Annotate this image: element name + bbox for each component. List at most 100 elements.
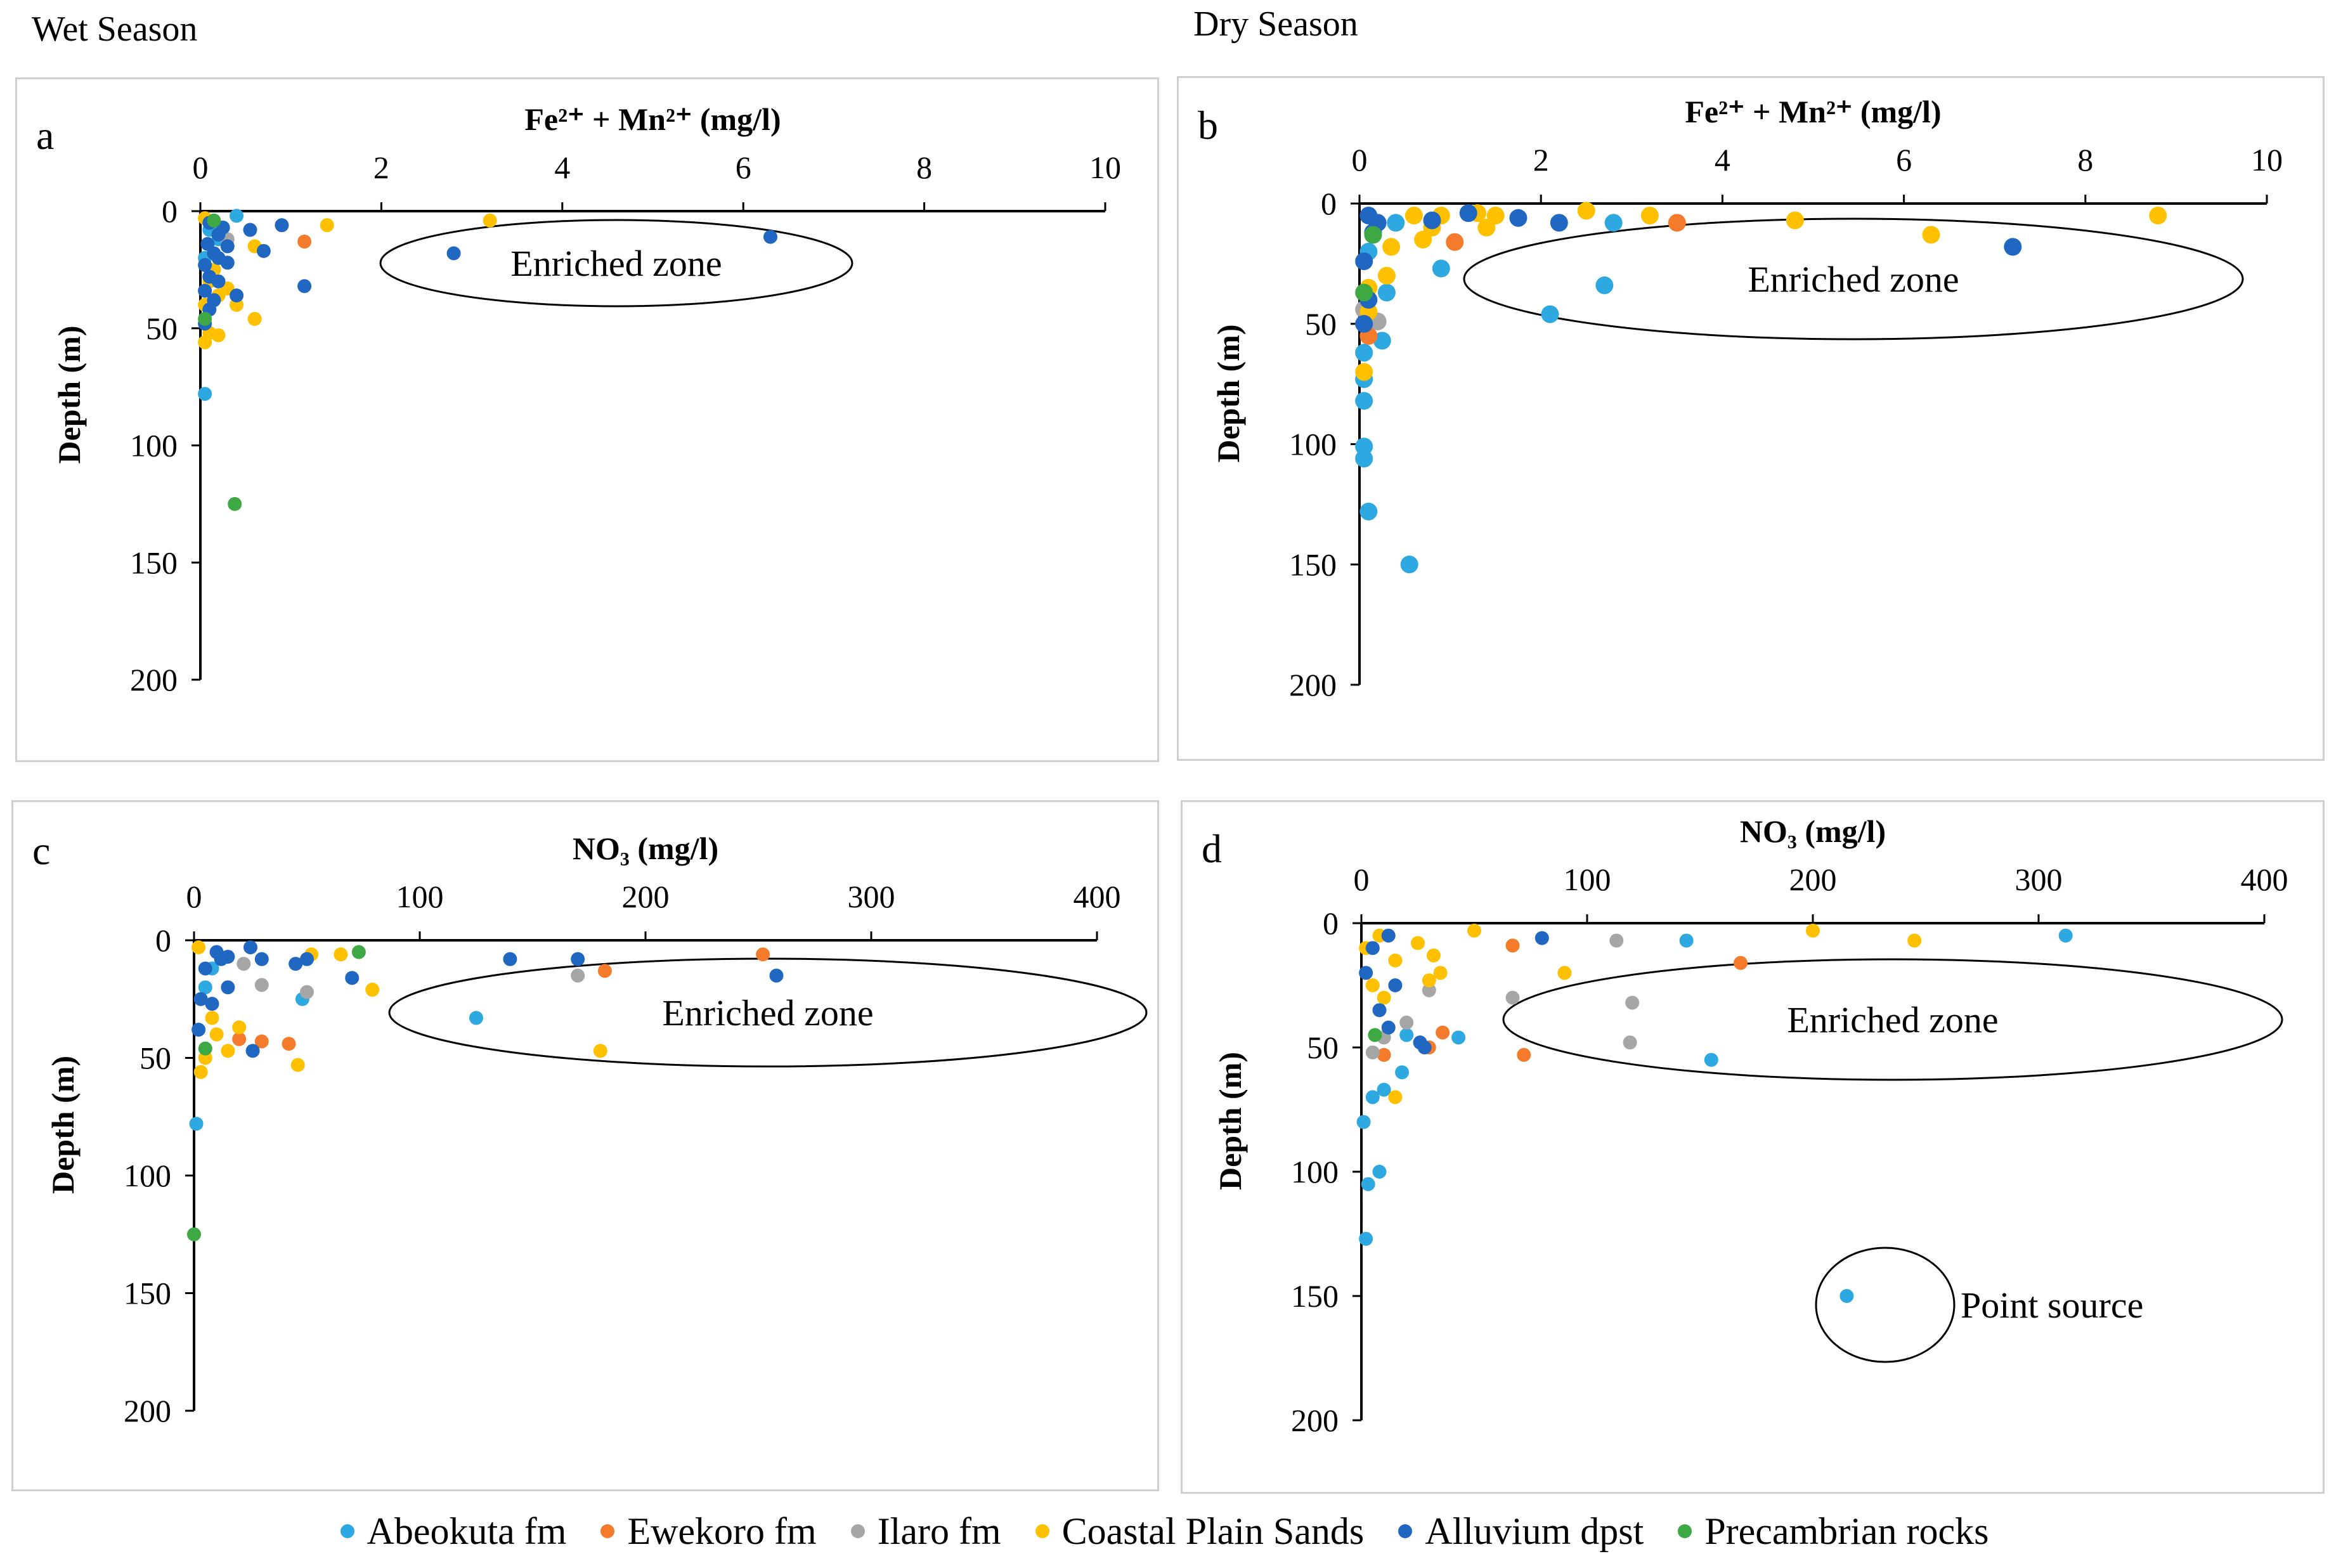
y-tick-label-c: 150 [124,1276,171,1311]
legend-label-ewekoro-fm: Ewekoro fm [627,1510,817,1552]
point-alluvium-dpst-d [1381,1020,1396,1035]
x-axis-title-c: NO₃ (mg/l) [573,831,718,866]
enriched-zone-ellipse-d [1502,958,2283,1081]
point-coastal-plain-sands-b [1486,206,1505,224]
point-alluvium-dpst-c [193,992,208,1006]
point-abeokuta-fm-b [1387,214,1405,232]
point-coastal-plain-sands-d [1377,990,1391,1005]
plot-d: d NO₃ (mg/l) Depth (m) 0 100 200 300 400 0 50 100 1… [1202,813,2288,1438]
point-abeokuta-fm-d [1704,1053,1718,1067]
legend-label-abeokuta-fm: Abeokuta fm [367,1510,567,1552]
point-abeokuta-fm-b [1595,276,1614,295]
y-tick-label-c: 200 [124,1393,171,1429]
point-abeokuta-fm-b [1359,502,1378,521]
panel-label-a: a [36,113,54,158]
enriched-zone-label-b: Enriched zone [1748,259,1959,300]
point-abeokuta-fm-d [1839,1289,1854,1303]
panel-label-b: b [1198,103,1218,148]
point-alluvium-dpst-a [230,288,244,303]
panel-label-d: d [1202,826,1222,871]
y-tick-label-c: 100 [124,1158,171,1193]
point-coastal-plain-sands-c [221,1044,235,1058]
legend-item-abeokuta-fm: Abeokuta fm [340,1510,567,1553]
point-alluvium-dpst-c [198,961,212,976]
point-ewekoro-fm-d [1377,1047,1391,1062]
point-abeokuta-fm-b [1377,283,1396,302]
point-alluvium-dpst-c [503,952,517,966]
point-coastal-plain-sands-b [2149,206,2167,224]
y-tick-label-b: 150 [1289,547,1337,582]
legend-marker-coastal-plain-sands [1035,1524,1049,1538]
y-tick-label-d: 0 [1323,905,1339,941]
point-coastal-plain-sands-a [247,311,262,326]
y-tick-label-d: 150 [1291,1278,1339,1314]
x-axis-title-d: NO₃ (mg/l) [1740,813,1886,849]
point-ewekoro-fm-a [297,235,312,249]
x-tick-label-a: 4 [554,150,570,185]
point-alluvium-dpst-b [2004,238,2022,256]
point-abeokuta-fm-a [198,387,212,401]
point-alluvium-dpst-a [200,236,215,251]
point-precambrian-rocks-b [1355,283,1373,302]
legend-item-coastal-plain-sands: Coastal Plain Sands [1035,1510,1365,1553]
point-alluvium-dpst-d [1381,928,1396,943]
y-axis-title-b: Depth (m) [1210,324,1246,462]
point-coastal-plain-sands-d [1365,978,1380,992]
y-tick-label-d: 200 [1291,1403,1339,1438]
y-tick-label-b: 100 [1289,427,1337,462]
point-ewekoro-fm-d [1734,956,1748,970]
x-tick-label-a: 2 [373,150,389,185]
point-coastal-plain-sands-d [1557,966,1572,980]
point-alluvium-dpst-a [763,230,778,244]
panel-c-no3-wet: c NO₃ (mg/l) Depth (m) 0 100 200 300 400 0 50 100 1… [11,800,1159,1491]
legend-label-precambrian-rocks: Precambrian rocks [1704,1510,1989,1552]
legend-label-coastal-plain-sands: Coastal Plain Sands [1061,1510,1365,1552]
x-tick-label-a: 6 [736,150,751,185]
point-coastal-plain-sands-b [1640,206,1659,224]
point-abeokuta-fm-a [230,209,244,223]
x-tick-label-c: 300 [848,879,895,914]
y-axis-title-a: Depth (m) [51,325,87,463]
y-tick-label-d: 50 [1307,1030,1339,1065]
point-coastal-plain-sands-b [1922,226,1940,244]
point-coastal-plain-sands-b [1577,202,1595,220]
y-axis-title-d: Depth (m) [1212,1052,1248,1190]
point-abeokuta-fm-d [1365,1090,1380,1105]
legend-marker-abeokuta-fm [340,1524,354,1538]
y-tick-label-a: 0 [162,193,178,229]
legend-marker-ewekoro-fm [600,1524,615,1538]
legend-item-ewekoro-fm: Ewekoro fm [600,1510,817,1553]
point-alluvium-dpst-a [275,218,289,233]
point-alluvium-dpst-c [289,957,303,971]
y-tick-label-c: 0 [155,923,171,958]
point-source-ellipse-d [1815,1247,1956,1363]
enriched-zone-ellipse-b [1463,217,2244,340]
point-alluvium-dpst-c [769,968,784,983]
x-tick-label-a: 8 [916,150,932,185]
x-tick-label-c: 200 [622,879,670,914]
point-coastal-plain-sands-d [1388,1090,1403,1105]
x-tick-label-b: 6 [1896,142,1912,178]
point-precambrian-rocks-c [351,945,366,959]
point-ewekoro-fm-c [756,947,770,962]
point-abeokuta-fm-d [1359,1231,1373,1246]
point-alluvium-dpst-d [1417,1040,1432,1054]
y-tick-label-c: 50 [139,1040,171,1076]
point-alluvium-dpst-c [221,980,235,995]
point-abeokuta-fm-b [1355,437,1373,456]
point-ilaro-fm-d [1399,1015,1414,1030]
point-ilaro-fm-c [237,957,251,971]
point-abeokuta-fm-c [189,1117,204,1131]
point-coastal-plain-sands-d [1806,923,1820,938]
point-coastal-plain-sands-a [483,213,497,228]
y-tick-label-a: 200 [130,662,178,697]
point-precambrian-rocks-a [207,213,221,228]
point-coastal-plain-sands-c [290,1058,305,1072]
point-alluvium-dpst-c [191,1022,206,1037]
legend-item-ilaro-fm: Ilaro fm [850,1510,1001,1553]
panel-b-fe-mn-dry: b Fe²⁺ + Mn²⁺ (mg/l) Depth (m) 0 2 4 6 8 10 0 50 10… [1177,76,2325,761]
point-alluvium-dpst-b [1509,209,1528,227]
point-abeokuta-fm-d [1399,1028,1414,1042]
point-alluvium-dpst-d [1372,1003,1387,1018]
point-precambrian-rocks-a [228,496,242,511]
